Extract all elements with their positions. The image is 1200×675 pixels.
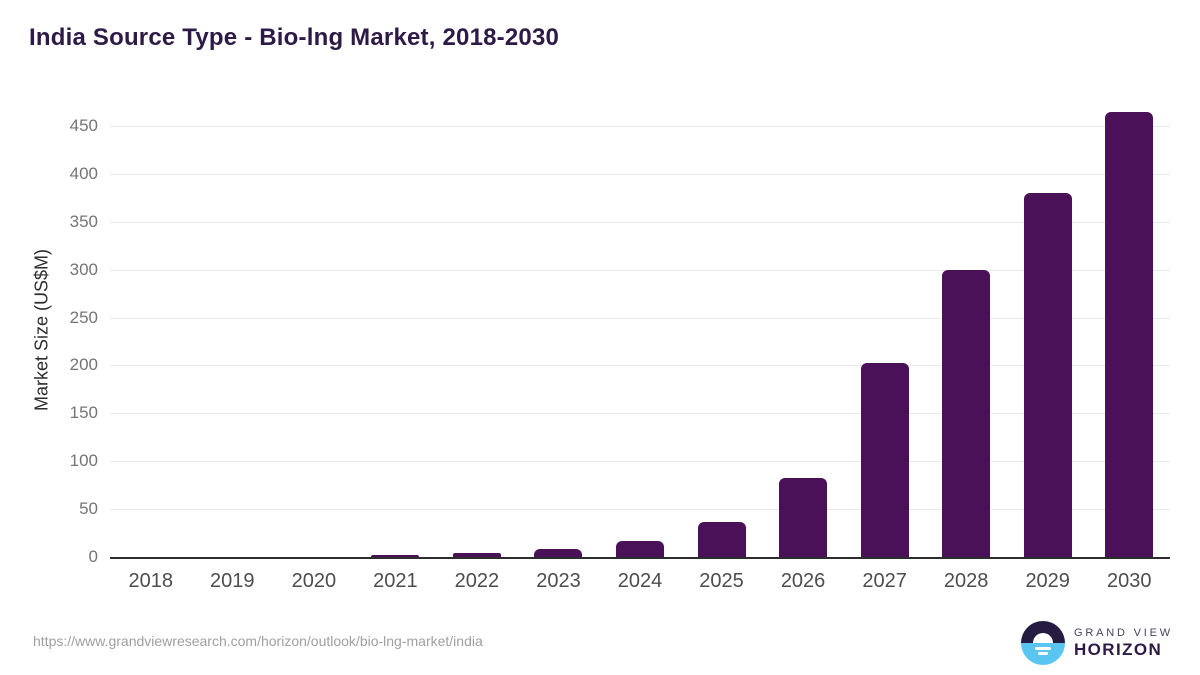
- y-tick-label-150: 150: [69, 403, 98, 423]
- gridline-100: [110, 461, 1170, 463]
- bar-2024: [616, 541, 664, 557]
- x-tick-label-2028: 2028: [943, 570, 989, 592]
- y-tick-label-450: 450: [69, 116, 98, 135]
- logo-horizon-text: HORIZON: [1074, 639, 1163, 659]
- y-tick-label-200: 200: [69, 355, 98, 375]
- logo-sky-half: [1021, 621, 1065, 643]
- x-tick-label-2024: 2024: [617, 570, 663, 592]
- bar-2023: [534, 549, 583, 557]
- x-tick-label-2018: 2018: [128, 570, 174, 592]
- gridline-350: [110, 221, 1170, 223]
- horizon-sun-icon: [1021, 621, 1065, 665]
- chart-title: India Source Type - Bio-lng Market, 2018…: [29, 24, 560, 51]
- x-tick-label-2023: 2023: [536, 570, 581, 592]
- y-tick-label-250: 250: [69, 307, 98, 327]
- y-tick-label-50: 50: [79, 499, 98, 519]
- bar-2028: [942, 270, 991, 557]
- gridline-250: [110, 317, 1170, 319]
- bar-2021: [371, 555, 420, 557]
- y-tick-label-300: 300: [69, 259, 98, 279]
- x-tick-label-2029: 2029: [1025, 570, 1070, 592]
- source-url: https://www.grandviewresearch.com/horizo…: [33, 633, 483, 649]
- gridline-50: [110, 509, 1170, 511]
- bar-2029: [1023, 193, 1072, 557]
- y-tick-label-0: 0: [88, 547, 98, 566]
- bar-2027: [860, 363, 909, 557]
- x-tick-label-2030: 2030: [1106, 570, 1152, 592]
- bar-2030: [1105, 112, 1154, 557]
- bar-2022: [452, 553, 501, 557]
- gridline-300: [110, 269, 1170, 271]
- grandview-horizon-logo: GRAND VIEW HORIZON: [1021, 621, 1173, 665]
- x-tick-label-2026: 2026: [780, 570, 826, 592]
- gridline-200: [110, 365, 1170, 367]
- bar-2026: [779, 478, 828, 557]
- logo-reflection-line-2: [1038, 652, 1048, 655]
- x-tick-label-2019: 2019: [210, 570, 255, 592]
- y-tick-label-400: 400: [69, 163, 98, 183]
- gridline-150: [110, 413, 1170, 415]
- logo-reflection-line-1: [1035, 647, 1051, 650]
- gridline-450: [110, 126, 1170, 127]
- logo-grand-view-text: GRAND VIEW: [1074, 626, 1173, 639]
- bar-2025: [697, 522, 746, 557]
- x-axis-line: [110, 557, 1170, 559]
- y-tick-label-350: 350: [69, 211, 98, 231]
- x-tick-label-2025: 2025: [699, 570, 744, 592]
- logo-sun-dome: [1033, 633, 1053, 643]
- y-tick-label-100: 100: [69, 451, 98, 471]
- x-tick-label-2021: 2021: [373, 570, 418, 592]
- x-tick-label-2027: 2027: [862, 570, 907, 592]
- x-tick-label-2022: 2022: [454, 570, 500, 592]
- gridline-400: [110, 173, 1170, 175]
- x-tick-label-2020: 2020: [291, 570, 337, 592]
